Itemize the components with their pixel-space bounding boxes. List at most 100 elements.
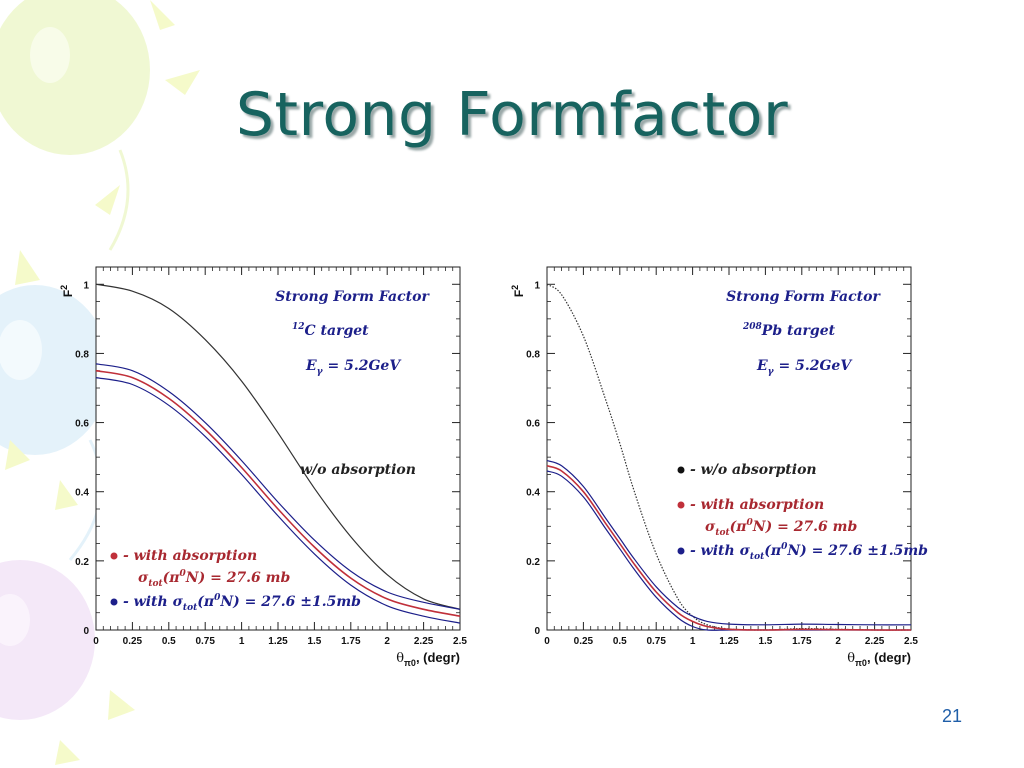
x-tick-label: 1.5 [758, 636, 772, 647]
y-tick-label: 0.8 [526, 349, 540, 360]
legend-marker-error-band [110, 598, 118, 606]
x-tick-label: 0.25 [574, 636, 594, 647]
plot-frame [546, 266, 912, 631]
x-tick-label: 1 [239, 636, 245, 647]
x-tick-label: 1.5 [307, 636, 321, 647]
slide-title: Strong Formfactor [235, 80, 789, 150]
series-no-absorption-line [95, 283, 461, 610]
legend-label-absorption: - with absorption [123, 548, 257, 564]
annotation-target-text: Pb target [761, 323, 836, 339]
x-tick-label: 1 [690, 636, 696, 647]
x-tick-label: 0.75 [195, 636, 215, 647]
legend-error-pre: - with σ [123, 594, 184, 610]
x-axis-label-theta: θ [847, 651, 855, 666]
slide-number: 21 [941, 706, 962, 726]
legend-sigma-tail: N) = 27.6 mb [185, 570, 291, 586]
annotation-target: 12C target [292, 322, 369, 339]
annotation-heading: Strong Form Factor [726, 289, 881, 305]
x-tick-label: 0 [93, 636, 99, 647]
x-tick-label: 2 [835, 636, 841, 647]
x-tick-label: 0.5 [162, 636, 176, 647]
series-absorption-line [546, 465, 912, 631]
x-tick-label: 0.5 [613, 636, 627, 647]
legend-error-pre: - with σ [690, 543, 751, 559]
legend-error-subscript: tot [183, 603, 198, 613]
x-tick-label: 0.25 [123, 636, 143, 647]
y-axis-label-base: F [61, 290, 75, 297]
legend-label-error-band: - with σtot(π0N) = 27.6 ±1.5mb [123, 593, 361, 613]
legend-label-sigma-value: σtot(π0N) = 27.6 mb [705, 518, 857, 538]
legend-error-pi-superscript: 0 [781, 542, 788, 552]
plot-frame [95, 266, 461, 631]
annotation-energy: Eγ = 5.2GeV [756, 358, 853, 377]
series-absorption-line [95, 369, 461, 617]
x-axis-label: θπ0, (degr) [847, 650, 911, 668]
annotation-energy-e: E [305, 358, 317, 374]
y-tick-label: 0 [83, 626, 89, 637]
annotation-target-text: C target [305, 323, 370, 339]
x-tick-label: 0.75 [646, 636, 666, 647]
x-tick-label: 2.5 [453, 636, 467, 647]
y-tick-label: 1 [534, 280, 540, 291]
chart-right-lead: 0 0.25 0.5 0.75 1 1.25 1.5 1.75 2 2.25 2.5 0 0.2 0.4 0… [503, 262, 933, 672]
legend-pi: (π [730, 519, 748, 535]
x-axis-label-rest: , (degr) [416, 650, 460, 665]
y-axis-label: F2 [59, 285, 75, 297]
y-axis-label-superscript: 2 [59, 285, 69, 290]
legend-pi: (π [163, 570, 181, 586]
x-axis-label: θπ0, (degr) [396, 650, 460, 668]
legend-pi-superscript: 0 [180, 569, 187, 579]
legend-error-pi: (π [197, 594, 215, 610]
legend-label-sigma-value: σtot(π0N) = 27.6 mb [138, 569, 290, 589]
legend-error-subscript: tot [750, 552, 765, 562]
annotation-curve-label: w/o absorption [300, 462, 416, 478]
chart-left-svg: 0 0.25 0.5 0.75 1 1.25 1.5 1.75 2 2.25 2.5 0 0.2 0.4 0… [59, 266, 467, 668]
series-upper-band-line [546, 460, 912, 626]
y-tick-label: 0.6 [526, 419, 540, 430]
x-axis-label-subscript: π0 [404, 658, 416, 668]
legend-marker-error-band [677, 547, 685, 555]
x-tick-label: 1.25 [268, 636, 288, 647]
x-axis-label-subscript: π0 [855, 658, 867, 668]
legend-error-pi: (π [764, 543, 782, 559]
x-tick-label: 1.75 [792, 636, 812, 647]
x-tick-label: 2.25 [865, 636, 885, 647]
legend-marker-absorption [677, 501, 685, 509]
x-tick-label: 0 [544, 636, 550, 647]
legend-label-error-band: - with σtot(π0N) = 27.6 ±1.5mb [690, 542, 928, 562]
series-lower-band-line [95, 377, 461, 624]
legend-sigma-subscript: tot [715, 528, 730, 538]
annotation-target-superscript: 12 [292, 322, 305, 332]
x-axis-label-rest: , (degr) [867, 650, 911, 665]
annotation-target: 208Pb target [742, 322, 836, 339]
x-tick-label: 2.25 [414, 636, 434, 647]
legend-error-tail: N) = 27.6 ±1.5mb [786, 543, 928, 559]
legend-marker-no-absorption [677, 466, 685, 474]
annotation-target-superscript: 208 [742, 322, 763, 332]
y-tick-label: 0.2 [75, 557, 89, 568]
y-tick-label: 1 [83, 280, 89, 291]
x-axis-label-theta: θ [396, 651, 404, 666]
x-tick-label: 1.25 [719, 636, 739, 647]
y-tick-label: 0 [534, 626, 540, 637]
legend-sigma-subscript: tot [148, 579, 163, 589]
legend-sigma: σ [138, 570, 149, 586]
y-tick-label: 0.4 [75, 488, 89, 499]
x-tick-label: 2 [384, 636, 390, 647]
legend-label-no-absorption: - w/o absorption [690, 462, 817, 478]
y-tick-label: 0.2 [526, 557, 540, 568]
legend-marker-absorption [110, 552, 118, 560]
annotation-energy-value: = 5.2GeV [323, 358, 403, 374]
chart-left-carbon: 0 0.25 0.5 0.75 1 1.25 1.5 1.75 2 2.25 2.5 0 0.2 0.4 0… [52, 262, 482, 672]
annotation-energy-subscript: γ [317, 367, 324, 377]
legend-pi-superscript: 0 [747, 518, 754, 528]
x-tick-label: 2.5 [904, 636, 918, 647]
annotation-heading: Strong Form Factor [275, 289, 430, 305]
legend-sigma-tail: N) = 27.6 mb [752, 519, 858, 535]
x-tick-label: 1.75 [341, 636, 361, 647]
legend-label-absorption: - with absorption [690, 497, 824, 513]
y-axis-label: F2 [510, 285, 526, 297]
y-tick-label: 0.4 [526, 488, 540, 499]
series-upper-band-line [95, 363, 461, 610]
